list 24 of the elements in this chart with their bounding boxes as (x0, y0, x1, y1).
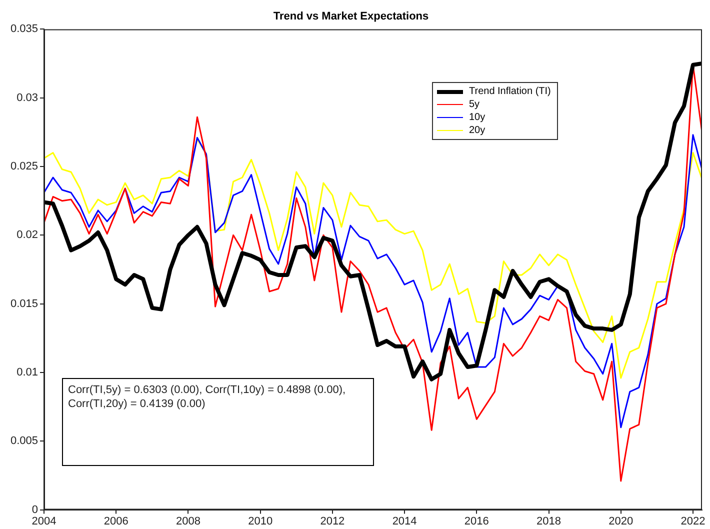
x-tick-label: 2018 (536, 515, 562, 528)
x-tick-label: 2022 (680, 515, 706, 528)
x-tick-label: 2012 (320, 515, 345, 528)
x-tick-label: 2014 (392, 515, 417, 528)
legend-label: 10y (469, 111, 486, 124)
x-tick-label: 2008 (176, 515, 200, 528)
note-box: Corr(TI,5y) = 0.6303 (0.00), Corr(TI,10y) = 0.4898 (0.00), Corr(TI,20y) = 0.4139 (0.00) (62, 378, 374, 466)
x-tick-label: 2004 (32, 515, 56, 528)
x-tick-label: 2016 (464, 515, 489, 528)
x-tick-label: 2010 (248, 515, 273, 528)
y-tick-label: 0.025 (10, 160, 38, 173)
x-tick-label: 2020 (608, 515, 634, 528)
chart-title: Trend vs Market Expectations (273, 10, 429, 23)
y-tick-label: 0.015 (10, 298, 38, 310)
y-tick-label: 0 (32, 504, 38, 516)
y-tick-label: 0.03 (16, 92, 38, 104)
y-tick-label: 0.035 (10, 23, 38, 36)
y-tick-label: 0.01 (16, 366, 38, 379)
y-tick-label: 0.005 (10, 435, 38, 448)
legend-label: 5y (469, 98, 480, 112)
y-tick-label: 0.02 (16, 229, 38, 242)
x-tick-label: 2006 (104, 515, 128, 528)
legend-label: Trend Inflation (TI) (469, 85, 551, 98)
legend-label: 20y (469, 124, 486, 138)
